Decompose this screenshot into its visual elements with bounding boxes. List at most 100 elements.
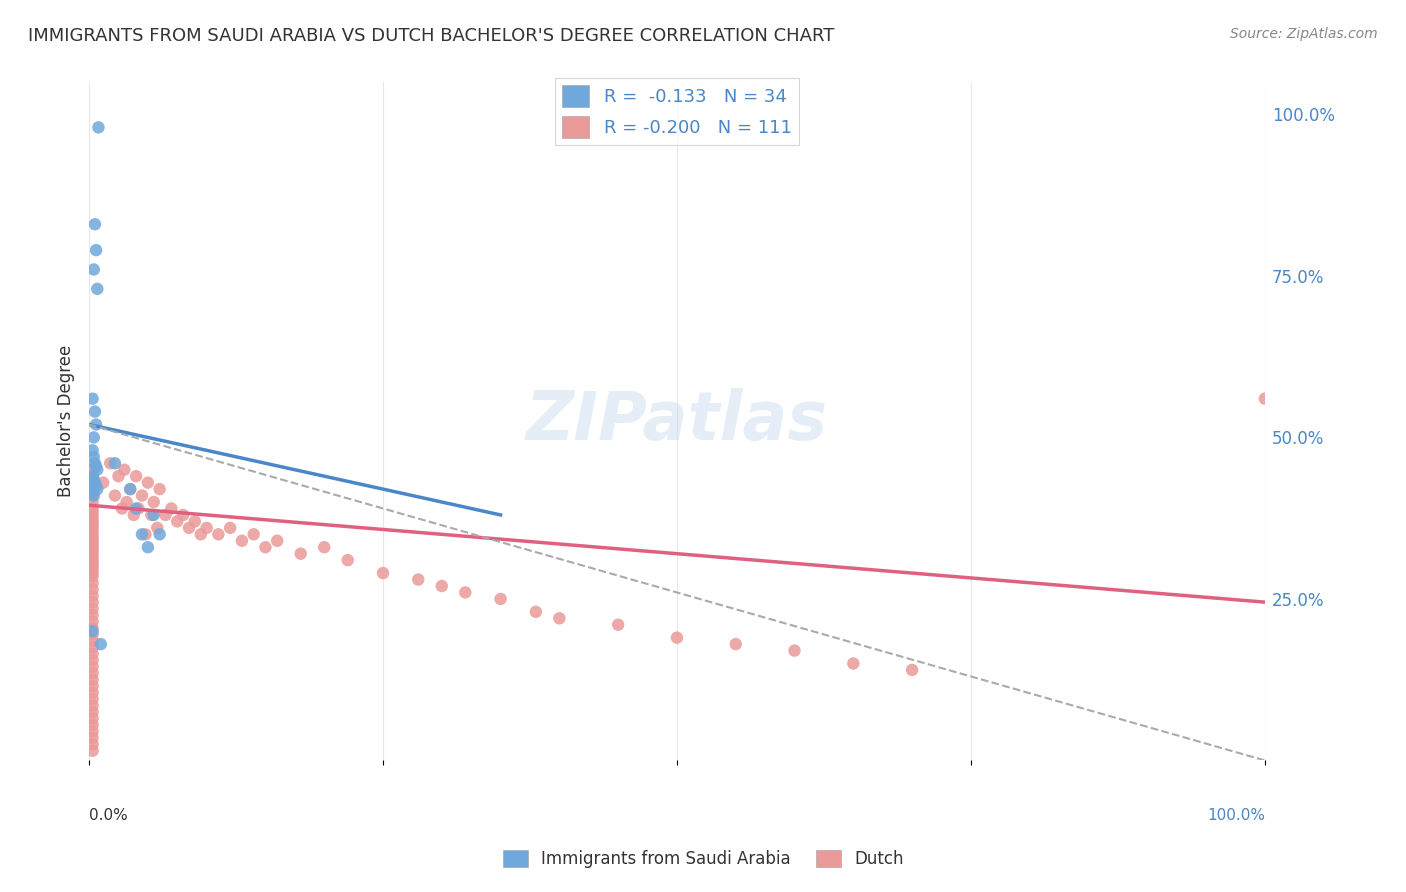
Dutch [82, 524, 104, 538]
Immigrants from Saudi Arabia [84, 456, 107, 470]
Immigrants from Saudi Arabia [84, 475, 107, 490]
Immigrants from Saudi Arabia [86, 482, 108, 496]
Dutch [82, 549, 104, 564]
Dutch [82, 472, 104, 486]
Dutch [82, 543, 104, 558]
Dutch [120, 482, 142, 496]
Dutch [82, 679, 104, 693]
Dutch [901, 663, 924, 677]
Dutch [314, 540, 336, 554]
Immigrants from Saudi Arabia [86, 463, 108, 477]
Legend: Immigrants from Saudi Arabia, Dutch: Immigrants from Saudi Arabia, Dutch [496, 843, 910, 875]
Dutch [82, 505, 104, 519]
Dutch [82, 553, 104, 567]
Dutch [112, 463, 135, 477]
Dutch [82, 511, 104, 525]
Dutch [82, 559, 104, 574]
Dutch [82, 601, 104, 615]
Dutch [430, 579, 453, 593]
Immigrants from Saudi Arabia [125, 501, 148, 516]
Dutch [842, 657, 865, 671]
Dutch [783, 643, 806, 657]
Dutch [82, 633, 104, 648]
Dutch [82, 489, 104, 503]
Text: 100.0%: 100.0% [1206, 808, 1265, 823]
Dutch [242, 527, 264, 541]
Immigrants from Saudi Arabia [87, 120, 110, 135]
Dutch [190, 527, 212, 541]
Dutch [82, 653, 104, 667]
Immigrants from Saudi Arabia [90, 637, 112, 651]
Immigrants from Saudi Arabia [104, 456, 127, 470]
Dutch [82, 737, 104, 751]
Immigrants from Saudi Arabia [82, 469, 104, 483]
Dutch [82, 595, 104, 609]
Dutch [82, 469, 104, 483]
Immigrants from Saudi Arabia [86, 282, 108, 296]
Immigrants from Saudi Arabia [82, 482, 104, 496]
Dutch [142, 495, 165, 509]
Immigrants from Saudi Arabia [120, 482, 142, 496]
Dutch [371, 566, 394, 580]
Dutch [82, 547, 104, 561]
Dutch [136, 475, 159, 490]
Immigrants from Saudi Arabia [82, 624, 104, 639]
Dutch [98, 456, 121, 470]
Text: 0.0%: 0.0% [89, 808, 128, 823]
Dutch [489, 591, 512, 606]
Dutch [82, 521, 104, 535]
Dutch [82, 515, 104, 529]
Immigrants from Saudi Arabia [82, 485, 104, 500]
Dutch [82, 659, 104, 673]
Immigrants from Saudi Arabia [84, 404, 107, 418]
Immigrants from Saudi Arabia [82, 482, 104, 496]
Immigrants from Saudi Arabia [136, 540, 159, 554]
Dutch [82, 731, 104, 745]
Text: ZIPatlas: ZIPatlas [526, 388, 828, 454]
Dutch [82, 647, 104, 661]
Dutch [82, 711, 104, 725]
Dutch [607, 617, 630, 632]
Dutch [1254, 392, 1277, 406]
Dutch [724, 637, 747, 651]
Dutch [172, 508, 194, 522]
Dutch [82, 705, 104, 719]
Dutch [82, 527, 104, 541]
Dutch [665, 631, 688, 645]
Immigrants from Saudi Arabia [83, 450, 105, 464]
Dutch [82, 537, 104, 551]
Dutch [82, 475, 104, 490]
Dutch [160, 501, 183, 516]
Immigrants from Saudi Arabia [131, 527, 153, 541]
Dutch [82, 589, 104, 603]
Immigrants from Saudi Arabia [83, 489, 105, 503]
Dutch [82, 640, 104, 655]
Dutch [82, 718, 104, 732]
Dutch [82, 475, 104, 490]
Dutch [177, 521, 200, 535]
Dutch [290, 547, 312, 561]
Dutch [82, 475, 104, 490]
Dutch [127, 501, 149, 516]
Immigrants from Saudi Arabia [142, 508, 165, 522]
Dutch [82, 531, 104, 545]
Dutch [82, 744, 104, 758]
Dutch [82, 475, 104, 490]
Dutch [82, 673, 104, 687]
Immigrants from Saudi Arabia [84, 479, 107, 493]
Dutch [219, 521, 242, 535]
Dutch [82, 666, 104, 681]
Dutch [524, 605, 547, 619]
Dutch [82, 724, 104, 739]
Text: IMMIGRANTS FROM SAUDI ARABIA VS DUTCH BACHELOR'S DEGREE CORRELATION CHART: IMMIGRANTS FROM SAUDI ARABIA VS DUTCH BA… [28, 27, 835, 45]
Dutch [266, 533, 288, 548]
Dutch [141, 508, 163, 522]
Dutch [82, 501, 104, 516]
Dutch [82, 621, 104, 635]
Dutch [131, 489, 153, 503]
Dutch [149, 482, 172, 496]
Dutch [82, 495, 104, 509]
Dutch [146, 521, 169, 535]
Dutch [166, 515, 188, 529]
Dutch [207, 527, 229, 541]
